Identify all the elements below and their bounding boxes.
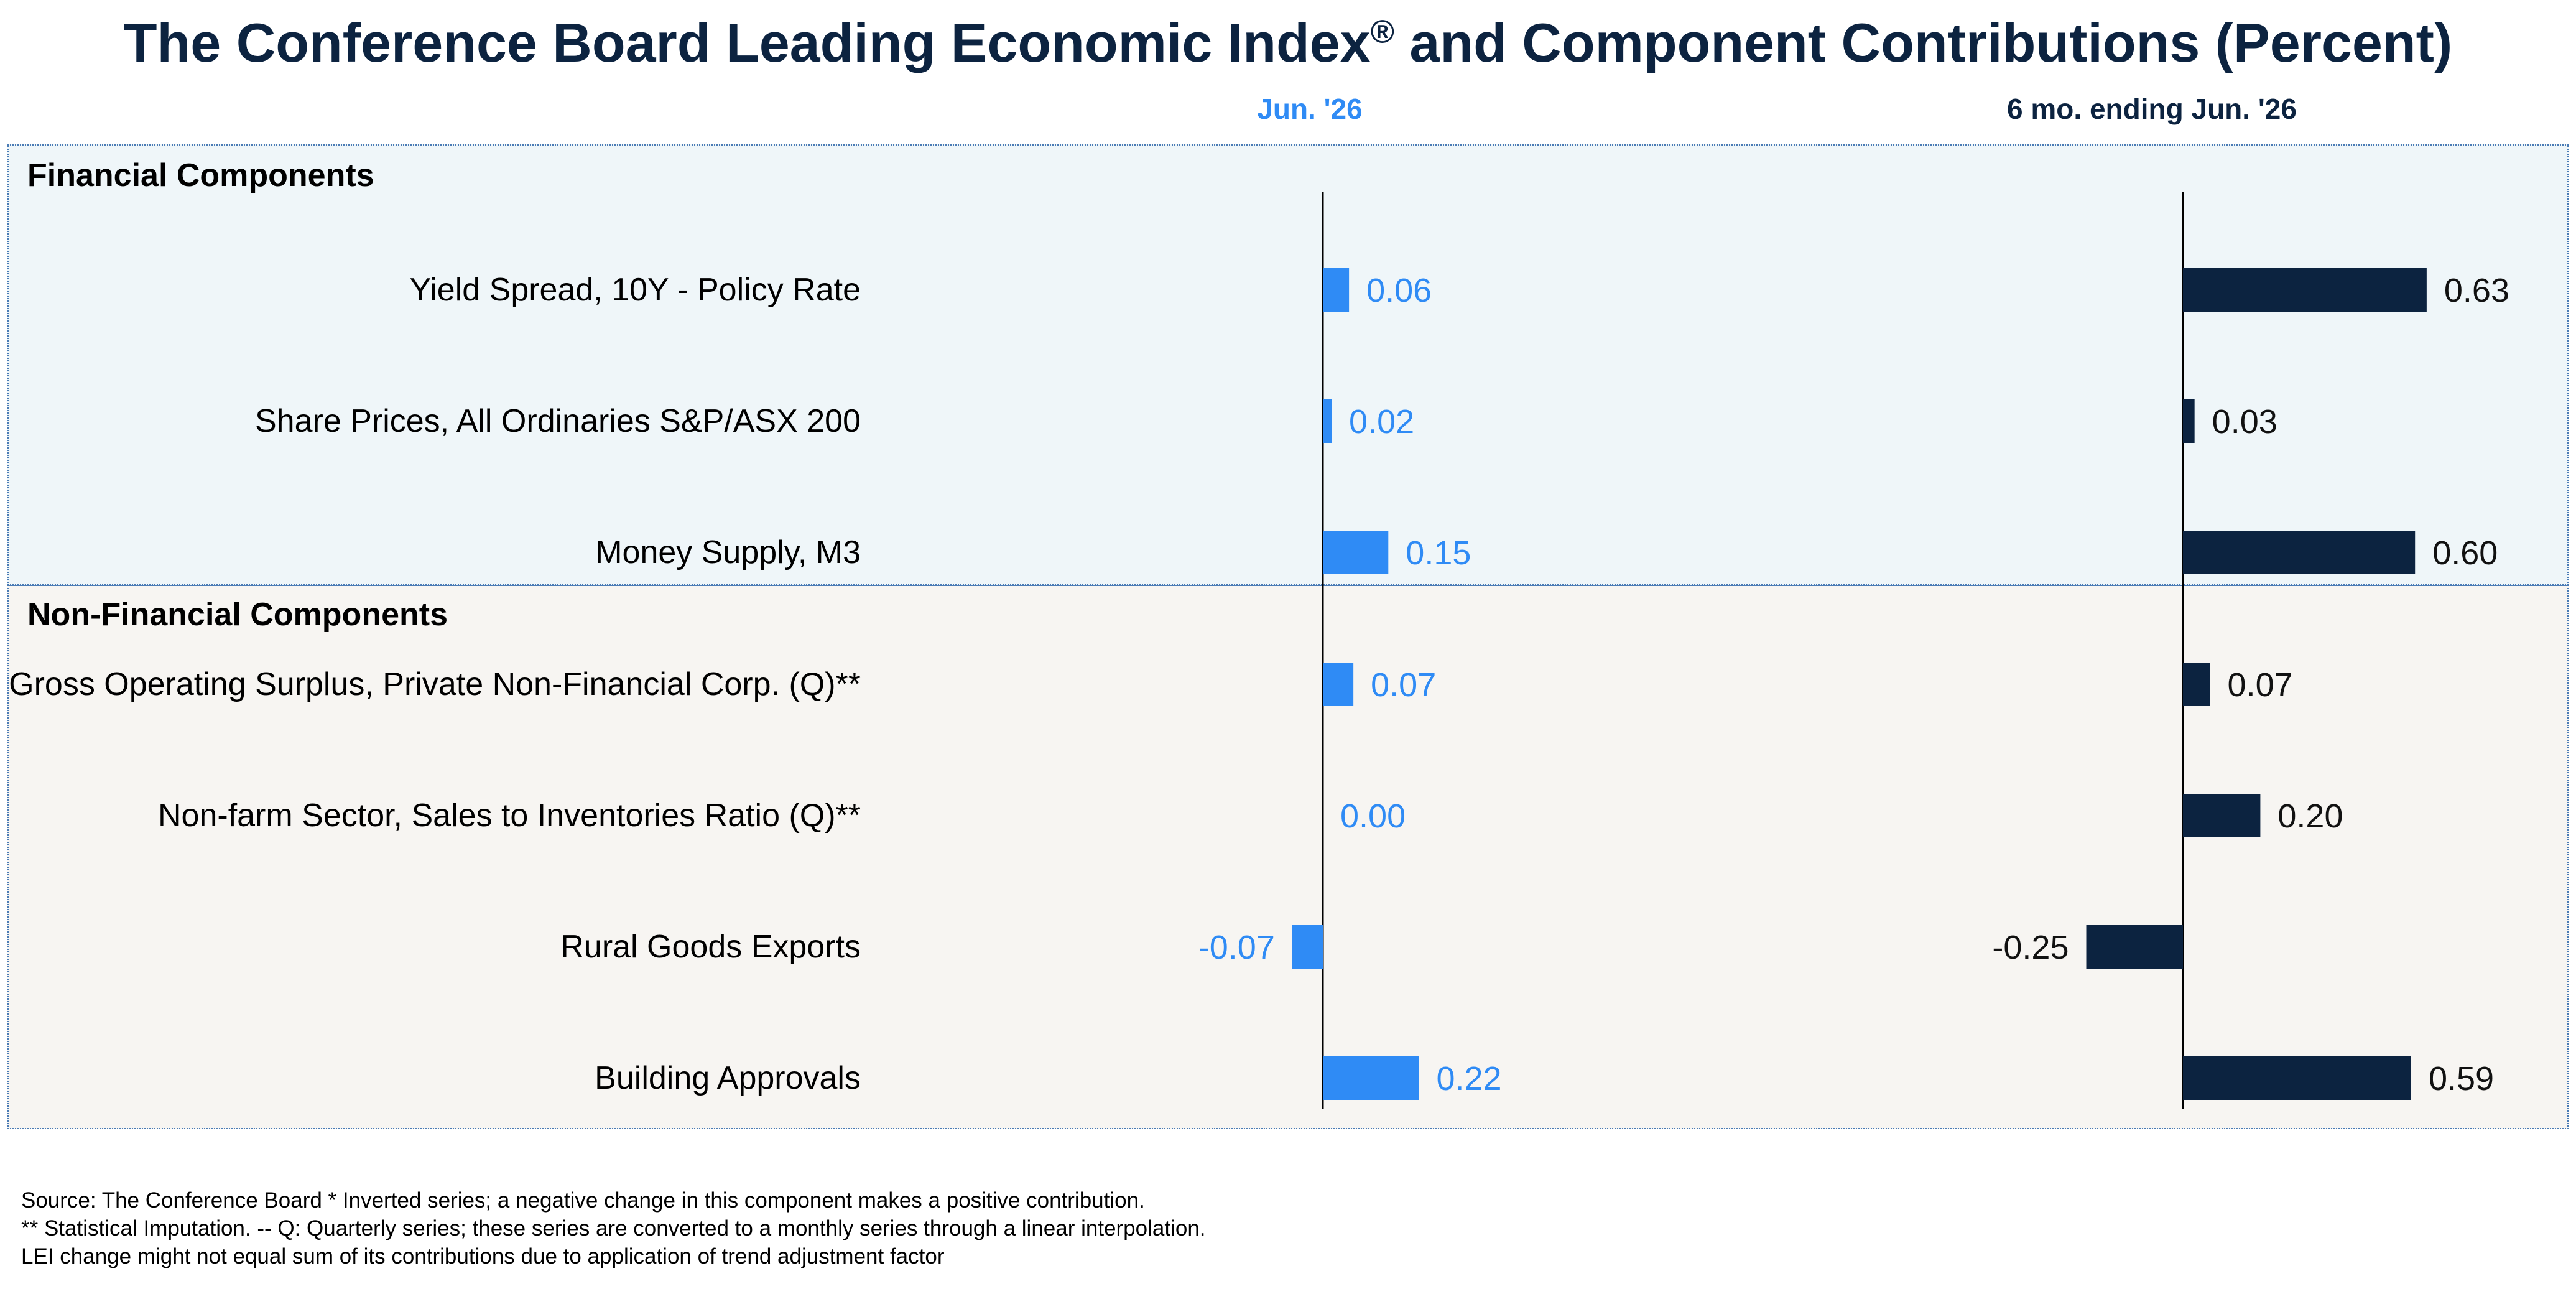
row-label-text: Gross Operating Surplus, Private Non-Fin…: [9, 666, 861, 702]
value-label-one-month: 0.02: [1349, 403, 1414, 440]
section-title-non-financial: Non-Financial Components: [27, 597, 448, 633]
value-label-one-month: 0.15: [1406, 534, 1471, 572]
row-label-text: Share Prices, All Ordinaries S&P/ASX 200: [254, 403, 861, 439]
row-label: Non-farm Sector, Sales to Inventories Ra…: [0, 796, 861, 836]
footnote-imputation: ** Statistical Imputation. -- Q: Quarter…: [21, 1216, 1206, 1240]
value-label-six-month: -0.25: [1992, 929, 2069, 966]
row-label: Money Supply, M3: [0, 533, 861, 572]
row-label-text: Yield Spread, 10Y - Policy Rate: [409, 272, 861, 308]
value-label-six-month: 0.60: [2432, 534, 2498, 572]
bar-six-month: [2183, 794, 2261, 837]
bar-one-month: [1323, 268, 1350, 312]
bar-six-month: [2086, 925, 2183, 969]
value-label-one-month: 0.00: [1340, 798, 1406, 835]
column-header-one-month: Jun. '26: [1257, 93, 1363, 125]
value-label-one-month: 0.22: [1436, 1060, 1501, 1097]
row-label: Building Approvals: [0, 1058, 861, 1098]
bar-one-month: [1292, 925, 1323, 969]
bar-six-month: [2183, 399, 2195, 443]
bar-one-month: [1323, 531, 1389, 574]
registered-mark: ®: [1370, 14, 1394, 50]
row-label-text: Building Approvals: [595, 1060, 861, 1096]
chart-title: The Conference Board Leading Economic In…: [0, 11, 2576, 75]
value-label-six-month: 0.63: [2444, 272, 2509, 309]
value-label-one-month: 0.06: [1366, 272, 1432, 309]
bar-six-month: [2183, 268, 2427, 312]
row-label: Yield Spread, 10Y - Policy Rate: [0, 270, 861, 310]
value-label-six-month: 0.03: [2212, 403, 2277, 440]
row-label-text: Money Supply, M3: [595, 534, 861, 570]
value-label-one-month: 0.07: [1371, 666, 1436, 704]
bar-six-month: [2183, 663, 2210, 706]
footnote-trend-adjustment: LEI change might not equal sum of its co…: [21, 1244, 945, 1268]
bar-one-month: [1323, 663, 1354, 706]
value-label-six-month: 0.20: [2277, 798, 2343, 835]
row-label-text: Rural Goods Exports: [560, 929, 861, 965]
column-header-six-month: 6 mo. ending Jun. '26: [2007, 93, 2297, 125]
row-label: Share Prices, All Ordinaries S&P/ASX 200: [0, 401, 861, 441]
row-label: Gross Operating Surplus, Private Non-Fin…: [0, 664, 861, 704]
bar-one-month: [1323, 1056, 1419, 1100]
non-financial-panel: [7, 585, 2569, 1129]
title-suffix: and Component Contributions (Percent): [1394, 12, 2453, 73]
bar-six-month: [2183, 1056, 2411, 1100]
bar-one-month: [1323, 399, 1332, 443]
value-label-six-month: 0.59: [2429, 1060, 2494, 1097]
section-title-financial: Financial Components: [27, 157, 374, 193]
footnote-source: Source: The Conference Board * Inverted …: [21, 1188, 1145, 1213]
title-main: The Conference Board Leading Economic In…: [123, 12, 1371, 73]
value-label-one-month: -0.07: [1198, 929, 1275, 966]
row-label-text: Non-farm Sector, Sales to Inventories Ra…: [157, 798, 861, 834]
value-label-six-month: 0.07: [2228, 666, 2293, 704]
row-label: Rural Goods Exports: [0, 927, 861, 967]
bar-six-month: [2183, 531, 2416, 574]
financial-panel: [7, 144, 2569, 585]
